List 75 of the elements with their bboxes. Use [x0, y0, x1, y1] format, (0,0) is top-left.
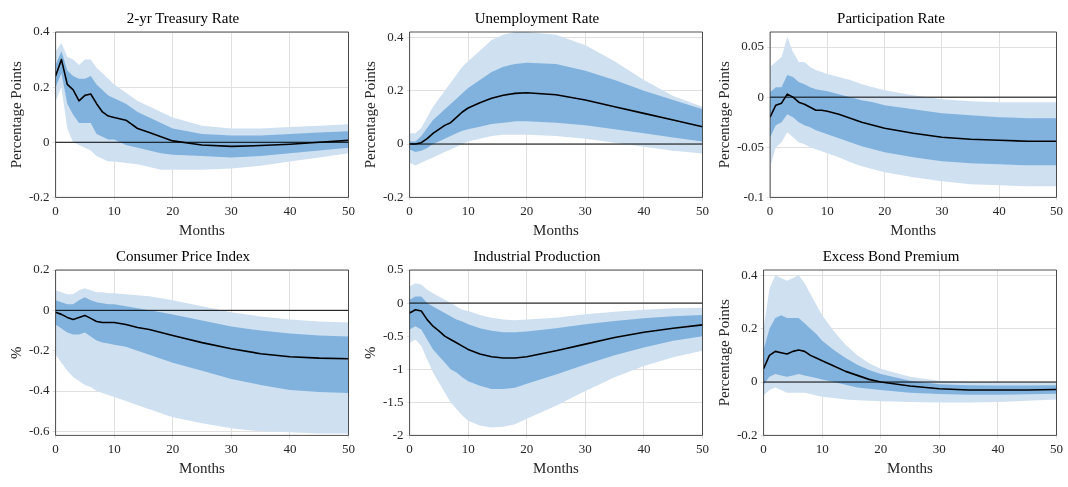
chart-title: Consumer Price Index	[115, 247, 251, 264]
x-tick-label: 40	[637, 440, 651, 456]
y-tick-label: -1	[392, 360, 404, 376]
y-tick-label: 0.4	[33, 23, 51, 39]
y-tick-label: 0.2	[33, 78, 50, 94]
x-axis-title: Months	[890, 221, 937, 238]
y-tick-label: 0	[751, 373, 758, 389]
x-axis-title: Months	[887, 459, 934, 476]
y-tick-label: 0.2	[33, 261, 50, 277]
y-tick-label: 0	[43, 301, 50, 317]
chart-title: Participation Rate	[837, 9, 946, 26]
y-tick-label: -0.6	[28, 422, 51, 438]
x-tick-label: 50	[696, 440, 709, 456]
x-tick-label: 10	[815, 440, 829, 456]
x-tick-label: 10	[461, 202, 475, 218]
x-tick-label: 50	[1050, 202, 1063, 218]
x-tick-label: 30	[224, 440, 238, 456]
x-tick-label: 40	[991, 440, 1005, 456]
x-tick-label: 50	[342, 202, 355, 218]
y-tick-label: 0	[757, 88, 765, 104]
y-tick-label: 0.05	[741, 38, 765, 54]
y-axis-title: %	[7, 346, 24, 359]
x-tick-label: 40	[283, 202, 297, 218]
x-tick-label: 40	[637, 202, 651, 218]
x-tick-label: 10	[107, 440, 121, 456]
x-tick-label: 20	[878, 202, 892, 218]
x-tick-label: 40	[283, 440, 297, 456]
chart-title: Industrial Production	[473, 247, 602, 264]
y-tick-label: -1.5	[382, 393, 404, 409]
y-tick-label: -0.05	[736, 138, 765, 154]
y-tick-label: 0.2	[741, 320, 758, 336]
x-axis-title: Months	[533, 221, 580, 238]
y-tick-label: -0.1	[743, 188, 765, 204]
y-axis-title: Percentage Points	[715, 61, 732, 169]
x-tick-label: 20	[520, 440, 534, 456]
x-tick-label: 50	[342, 440, 355, 456]
x-axis-title: Months	[179, 221, 226, 238]
y-tick-label: -2	[392, 426, 404, 442]
x-tick-label: 10	[820, 202, 834, 218]
y-tick-label: 0.4	[741, 266, 759, 282]
chart-title: Unemployment Rate	[474, 9, 600, 26]
y-tick-label: 0.5	[387, 261, 404, 277]
x-axis-title: Months	[179, 459, 226, 476]
y-tick-label: 0.4	[387, 28, 405, 44]
y-tick-label: -0.2	[736, 426, 758, 442]
x-tick-label: 30	[935, 202, 949, 218]
y-axis-title: Percentage Points	[7, 61, 24, 169]
y-tick-label: -0.2	[28, 188, 50, 204]
x-tick-label: 30	[578, 440, 592, 456]
x-tick-label: 20	[166, 440, 180, 456]
y-tick-label: 0.2	[387, 82, 404, 98]
y-axis-title: Percentage Points	[715, 299, 732, 407]
y-tick-label: 0	[43, 133, 50, 149]
y-tick-label: 0	[397, 135, 404, 151]
x-tick-label: 20	[520, 202, 534, 218]
chart-title: 2-yr Treasury Rate	[126, 9, 240, 26]
y-tick-label: -0.5	[382, 327, 404, 343]
x-tick-label: 30	[932, 440, 946, 456]
y-axis-title: Percentage Points	[361, 61, 378, 169]
chart-title: Excess Bond Premium	[822, 247, 960, 264]
x-tick-label: 30	[578, 202, 592, 218]
y-axis-title: %	[361, 346, 378, 359]
y-tick-label: 0	[397, 294, 404, 310]
x-tick-label: 50	[1050, 440, 1063, 456]
y-tick-label: -0.2	[382, 188, 404, 204]
x-tick-label: 10	[461, 440, 475, 456]
x-tick-label: 30	[224, 202, 238, 218]
y-tick-label: -0.4	[28, 382, 51, 398]
x-tick-label: 10	[107, 202, 121, 218]
x-tick-label: 20	[166, 202, 180, 218]
y-tick-label: -0.2	[28, 342, 50, 358]
x-axis-title: Months	[533, 459, 580, 476]
x-tick-label: 20	[874, 440, 888, 456]
x-tick-label: 50	[696, 202, 709, 218]
x-tick-label: 40	[992, 202, 1006, 218]
